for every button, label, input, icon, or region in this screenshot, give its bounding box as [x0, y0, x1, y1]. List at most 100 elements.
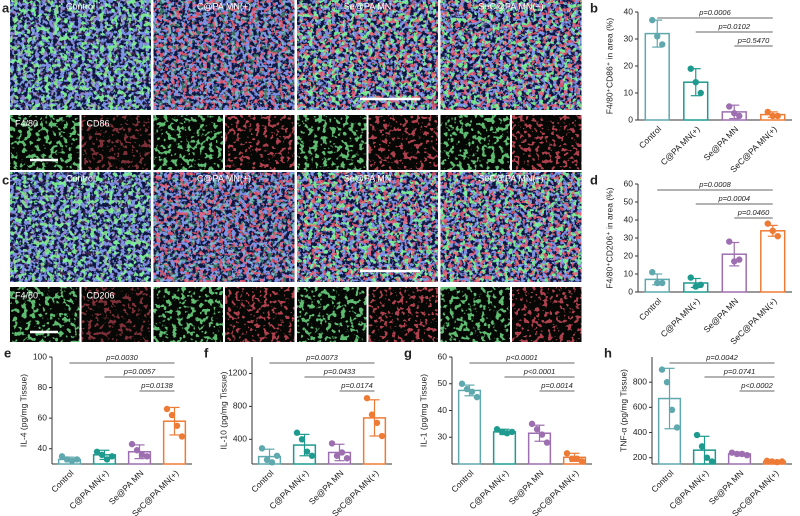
data-point	[736, 256, 743, 263]
y-tick-label: 30	[438, 432, 448, 442]
data-point	[258, 445, 266, 452]
column-title: Control	[66, 173, 95, 183]
data-point	[692, 283, 699, 290]
data-point	[163, 405, 171, 413]
y-tick-label: 800	[633, 376, 647, 386]
p-value: p=0.0004	[718, 194, 751, 203]
data-point	[687, 274, 694, 281]
image-red	[153, 0, 295, 110]
column-title: C@PA MN(+)	[197, 1, 251, 11]
panel-label: g	[404, 345, 412, 360]
data-point	[378, 432, 386, 440]
image-red	[10, 0, 151, 110]
data-point	[659, 279, 666, 287]
data-point	[774, 112, 781, 120]
data-point	[668, 406, 676, 414]
channel-label: CD86	[87, 118, 110, 128]
data-point	[473, 393, 481, 401]
data-point	[343, 455, 351, 462]
y-tick-label: 400	[633, 427, 647, 437]
p-value: p<0.0002	[740, 381, 773, 390]
data-point	[563, 450, 571, 457]
data-point	[698, 443, 706, 450]
data-point	[143, 453, 151, 460]
data-point	[263, 456, 271, 464]
data-point	[328, 440, 336, 447]
panel-label: d	[590, 172, 598, 187]
channel-label: F4/80	[15, 290, 38, 300]
panel-label: h	[604, 345, 612, 360]
p-value: p=0.0057	[123, 367, 156, 376]
y-axis-label: F4/80⁺CD206⁺ in area (%)	[604, 187, 614, 288]
data-point	[692, 79, 699, 86]
data-point	[463, 385, 471, 393]
data-point	[728, 449, 736, 456]
data-point	[731, 110, 738, 117]
data-point	[108, 453, 116, 460]
panel-label: b	[590, 0, 598, 15]
p-value: p=0.0460	[737, 208, 770, 217]
data-point	[733, 450, 741, 458]
column-title: Control	[66, 1, 95, 11]
image-red	[440, 172, 582, 282]
data-point	[736, 112, 743, 120]
data-point	[363, 394, 371, 402]
y-tick-label: 600	[633, 402, 647, 412]
x-tick-label: Control	[637, 124, 664, 151]
data-point	[663, 378, 671, 386]
x-tick-label: Control	[449, 468, 476, 495]
y-tick-label: 1200	[228, 368, 247, 378]
p-value: p=0.0014	[540, 381, 573, 390]
data-point	[298, 436, 306, 443]
column-title: Se@PA MN	[344, 1, 391, 11]
data-point	[368, 411, 376, 418]
y-tick-label: 200	[633, 452, 647, 462]
p-value: p=0.5470	[737, 36, 770, 45]
data-point	[568, 455, 576, 462]
data-point	[778, 458, 786, 465]
p-value: p<0.0001	[505, 353, 538, 362]
data-point	[654, 279, 661, 287]
x-tick-label: Control	[649, 468, 676, 495]
data-point	[774, 233, 781, 240]
data-point	[503, 430, 511, 437]
y-axis-label: F4/80⁺CD86⁺ in area (%)	[604, 18, 614, 115]
image-red	[225, 287, 295, 342]
data-point	[731, 258, 738, 265]
bar	[760, 230, 786, 293]
y-tick-label: 800	[233, 401, 247, 411]
image-green	[440, 287, 510, 342]
data-point	[273, 452, 281, 459]
panel-label: f	[204, 345, 209, 360]
data-point	[338, 449, 346, 456]
data-point	[508, 428, 516, 436]
data-point	[73, 456, 81, 463]
data-point	[649, 269, 656, 276]
y-axis-label: IL-4 (pg/mg Tissue)	[18, 374, 28, 447]
image-red	[81, 115, 151, 170]
y-tick-label: 100	[33, 351, 47, 361]
panel-label: a	[2, 0, 10, 15]
y-tick-label: 20	[624, 60, 634, 70]
data-point	[687, 65, 694, 72]
y-tick-label: 20	[624, 250, 634, 260]
data-point	[543, 439, 551, 446]
panel-label: c	[2, 172, 9, 187]
p-value: p=0.0073	[305, 353, 338, 362]
data-point	[138, 451, 146, 459]
x-tick-label: Control	[249, 468, 276, 495]
p-value: p=0.0138	[140, 381, 173, 390]
y-axis-label: TNF-α (pg/mg Tissue)	[618, 369, 628, 452]
data-point	[303, 448, 311, 455]
image-red	[297, 0, 438, 110]
data-point	[726, 238, 733, 245]
p-value: p=0.0741	[723, 367, 756, 376]
column-title: C@PA MN(+)	[197, 173, 251, 183]
p-value: p=0.0102	[718, 22, 751, 31]
y-tick-label: 80	[38, 382, 48, 392]
data-point	[268, 459, 276, 466]
panel-label: e	[4, 345, 11, 360]
y-tick-label: 50	[438, 378, 448, 388]
data-point	[659, 41, 666, 48]
column-title: SeC@PA MN(+)	[478, 173, 543, 183]
